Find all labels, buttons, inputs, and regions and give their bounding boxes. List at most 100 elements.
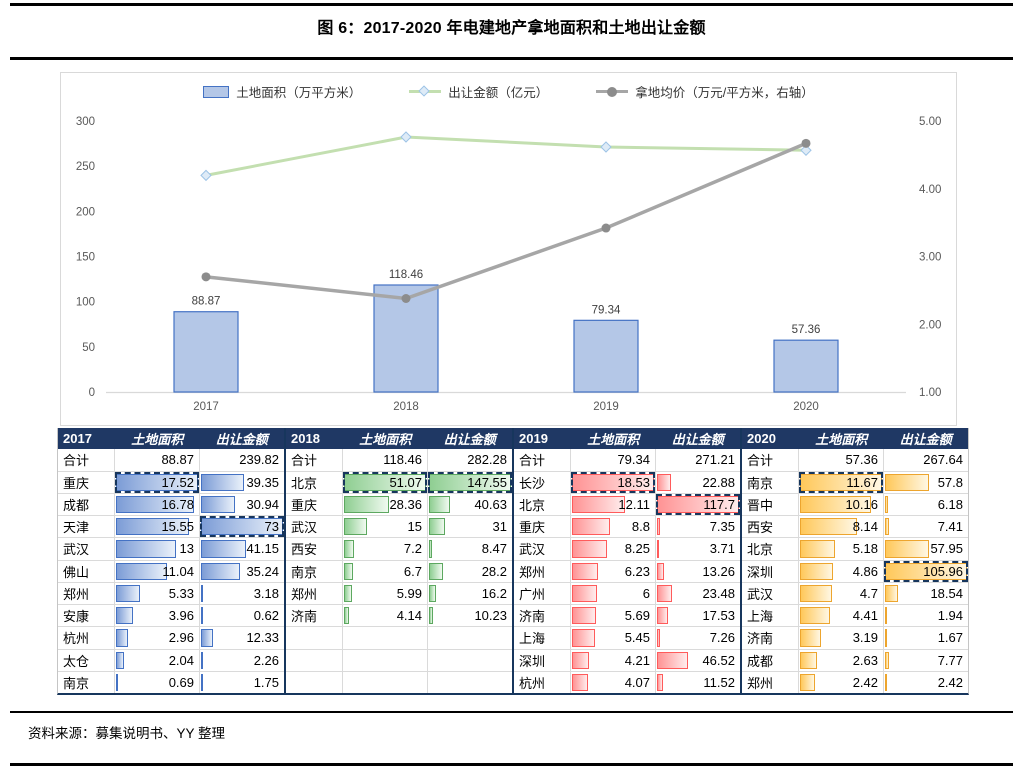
table-row: 武汉 13 41.15 <box>58 538 284 561</box>
data-bar <box>344 518 367 536</box>
city-cell: 南京 <box>58 671 115 693</box>
data-bar <box>885 651 890 669</box>
data-bar <box>344 495 389 513</box>
table-row: 上海 5.45 7.26 <box>514 627 740 650</box>
data-bar <box>885 518 889 536</box>
bar-2019 <box>573 319 639 393</box>
cell-value: 7.2 <box>403 541 422 557</box>
data-bar <box>657 607 668 625</box>
land-area-cell: 2.63 <box>799 649 884 671</box>
data-bar <box>116 607 133 625</box>
table-row: 郑州 2.42 2.42 <box>742 671 968 693</box>
city-cell <box>286 627 343 649</box>
data-bar <box>800 518 857 536</box>
land-area-cell: 4.14 <box>343 605 428 627</box>
land-data-table: 2017 土地面积 出让金额 合计 88.87 239.82 重庆 17.52 39.35 成都 1… <box>57 428 969 695</box>
transfer-amount-cell: 1.67 <box>884 627 968 648</box>
legend-label-avg-price: 拿地均价（万元/平方米，右轴） <box>635 86 814 100</box>
cell-value: 23.48 <box>702 585 735 601</box>
data-bar <box>885 540 929 558</box>
transfer-amount-cell: 7.35 <box>656 516 740 537</box>
cell-value: 39.35 <box>246 474 279 490</box>
city-cell: 杭州 <box>58 627 115 649</box>
land-area-cell: 6 <box>571 582 656 604</box>
transfer-amount-cell: 3.71 <box>656 538 740 559</box>
left-axis-tick: 250 <box>76 161 95 173</box>
cell-value: 147.55 <box>467 474 507 490</box>
city-cell: 武汉 <box>742 582 799 604</box>
land-area-cell: 118.46 <box>343 449 428 471</box>
cell-value: 22.88 <box>702 474 735 490</box>
land-area-cell: 6.7 <box>343 560 428 582</box>
data-bar <box>572 584 598 602</box>
cell-value: 2.04 <box>168 652 194 668</box>
land-area-cell: 5.69 <box>571 605 656 627</box>
left-axis-tick: 300 <box>76 116 95 128</box>
cell-value: 79.34 <box>617 452 650 468</box>
cell-value: 57.36 <box>845 452 878 468</box>
transfer-amount-cell <box>428 650 512 671</box>
data-bar <box>201 540 247 558</box>
transfer-amount-cell: 46.52 <box>656 650 740 671</box>
data-bar <box>800 584 832 602</box>
cell-value: 6.18 <box>937 496 963 512</box>
cell-value: 0.69 <box>168 674 194 690</box>
data-bar <box>572 562 599 580</box>
city-cell: 重庆 <box>514 516 571 538</box>
table-row: 晋中 10.16 6.18 <box>742 493 968 516</box>
table-row: 武汉 15 31 <box>286 516 512 539</box>
transfer-amount-cell: 2.42 <box>884 672 968 693</box>
land-area-cell: 4.21 <box>571 649 656 671</box>
land-area-cell: 51.07 <box>343 471 428 493</box>
table-row: 合计 79.34 271.21 <box>514 449 740 472</box>
data-bar <box>800 540 836 558</box>
cell-value: 30.94 <box>246 496 279 512</box>
city-cell: 合计 <box>742 449 799 471</box>
table-row: 武汉 8.25 3.71 <box>514 538 740 561</box>
source-note: 资料来源：募集说明书、YY 整理 <box>28 726 226 741</box>
line-circle-swatch-icon <box>596 86 629 97</box>
cell-value: 40.63 <box>474 496 507 512</box>
header-transfer-amount: 出让金额 <box>215 432 268 448</box>
data-bar <box>201 584 203 602</box>
bar-label-2017: 88.87 <box>192 296 221 308</box>
transfer-amount-cell <box>428 627 512 648</box>
land-area-cell <box>343 627 428 649</box>
land-area-cell <box>343 649 428 671</box>
cell-value: 2.42 <box>937 674 963 690</box>
city-cell: 佛山 <box>58 560 115 582</box>
city-cell: 晋中 <box>742 493 799 515</box>
cell-value: 4.41 <box>852 608 878 624</box>
land-area-cell: 6.23 <box>571 560 656 582</box>
land-area-cell: 11.04 <box>115 560 200 582</box>
cell-value: 5.69 <box>624 608 650 624</box>
cell-value: 7.35 <box>709 519 735 535</box>
table-row: 广州 6 23.48 <box>514 582 740 605</box>
table-row: 北京 12.11 117.7 <box>514 493 740 516</box>
cell-value: 0.62 <box>253 608 279 624</box>
data-bar <box>885 629 887 647</box>
left-axis-tick: 0 <box>89 387 95 399</box>
table-row: 杭州 4.07 11.52 <box>514 671 740 693</box>
table-header-row-2020: 2020 土地面积 出让金额 <box>742 428 968 450</box>
cell-value: 3.18 <box>253 585 279 601</box>
cell-value: 3.71 <box>709 541 735 557</box>
table-row: 重庆 28.36 40.63 <box>286 493 512 516</box>
data-bar <box>116 673 118 691</box>
avg-price-line <box>205 141 807 301</box>
header-land-area: 土地面积 <box>359 432 412 448</box>
land-area-cell: 88.87 <box>115 449 200 471</box>
transfer-amount-cell: 57.8 <box>884 472 968 493</box>
data-bar <box>429 540 432 558</box>
transfer-amount-cell: 239.82 <box>200 449 284 470</box>
city-cell: 重庆 <box>58 471 115 493</box>
land-area-cell: 15.55 <box>115 516 200 538</box>
bar-swatch-icon <box>203 85 230 98</box>
city-cell: 广州 <box>514 582 571 604</box>
transfer-amount-cell: 1.75 <box>200 672 284 693</box>
cell-value: 13 <box>179 541 194 557</box>
data-bar <box>429 518 445 536</box>
transfer-amount-cell: 271.21 <box>656 449 740 470</box>
city-cell: 济南 <box>742 627 799 649</box>
table-row: 合计 57.36 267.64 <box>742 449 968 472</box>
